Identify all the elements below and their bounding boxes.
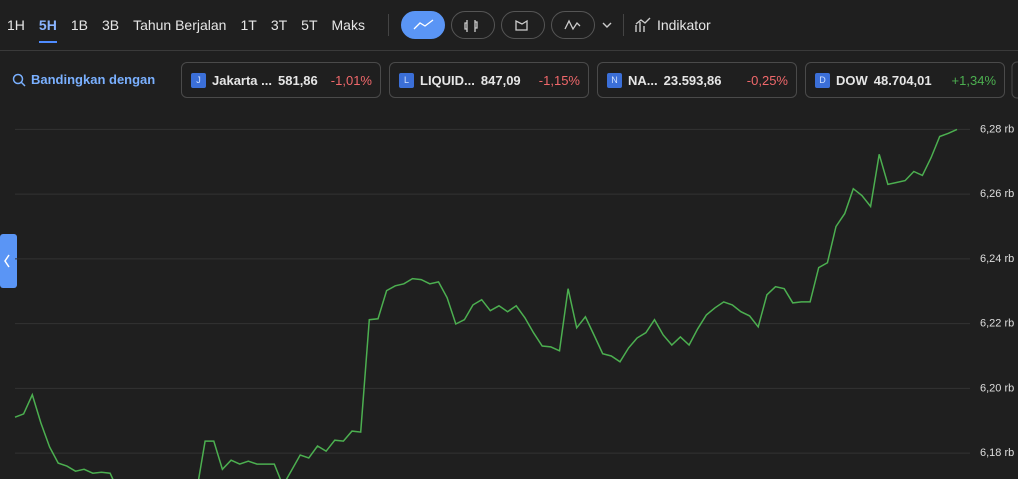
side-tab[interactable] bbox=[0, 234, 17, 288]
item-change: -1,01% bbox=[330, 72, 372, 88]
chart-type-button[interactable] bbox=[450, 11, 495, 39]
badge: L bbox=[399, 72, 414, 88]
compare-more[interactable] bbox=[1011, 61, 1018, 99]
indicator-icon bbox=[635, 17, 651, 32]
tab-arrow bbox=[4, 254, 10, 268]
compare-item[interactable]: D DOW 48.704,01 +1,34% bbox=[805, 62, 1005, 98]
icon bbox=[464, 20, 478, 32]
icon bbox=[564, 19, 581, 31]
y-tick-label: 6,24 rb bbox=[980, 253, 1014, 265]
y-tick-label: 6,18 rb bbox=[980, 447, 1014, 459]
item-name: DOW bbox=[836, 72, 868, 88]
compare-label: Bandingkan dengan bbox=[31, 72, 156, 87]
badge: N bbox=[607, 72, 622, 88]
search-icon bbox=[12, 73, 26, 87]
compare-item[interactable]: L LIQUID... 847,09 -1,15% bbox=[389, 62, 589, 98]
compare-bar: Bandingkan dengan J Jakarta ... 581,86 -1,0… bbox=[0, 62, 1018, 100]
toolbar: 1H 5H 1B 3B Tahun Berjalan 1T 3T 5T Maks Indikato… bbox=[0, 0, 1018, 51]
item-value: 23.593,86 bbox=[663, 72, 722, 88]
chart-type-button[interactable] bbox=[400, 11, 445, 39]
item-value: 48.704,01 bbox=[873, 72, 932, 88]
range-button[interactable]: 3T bbox=[270, 17, 288, 33]
icon bbox=[413, 19, 434, 30]
item-name: NA... bbox=[628, 72, 658, 88]
item-name: LIQUID... bbox=[420, 72, 475, 88]
chart-type-button[interactable] bbox=[550, 11, 595, 39]
y-tick-label: 6,20 rb bbox=[980, 382, 1014, 394]
badge: J bbox=[191, 72, 206, 88]
range-button[interactable]: 5H bbox=[38, 13, 57, 43]
item-change: -0,25% bbox=[746, 72, 788, 88]
indicator-button[interactable]: Indikator bbox=[656, 17, 711, 33]
y-tick-label: 6,28 rb bbox=[980, 123, 1014, 135]
item-change: -1,15% bbox=[538, 72, 580, 88]
range-button[interactable]: 1B bbox=[70, 17, 88, 33]
item-value: 581,86 bbox=[278, 72, 318, 88]
y-tick-label: 6,26 rb bbox=[980, 188, 1014, 200]
chart-type-button[interactable] bbox=[500, 11, 545, 39]
chevron[interactable] bbox=[601, 19, 613, 31]
item-name: Jakarta ... bbox=[212, 72, 272, 88]
compare-button[interactable]: Bandingkan dengan bbox=[12, 72, 155, 87]
y-tick-label: 6,22 rb bbox=[980, 318, 1014, 330]
range-button[interactable]: 5T bbox=[301, 17, 318, 33]
divider bbox=[622, 14, 624, 36]
badge: D bbox=[815, 72, 830, 88]
icon bbox=[515, 19, 528, 31]
item-change: +1,34% bbox=[951, 72, 996, 88]
item-value: 847,09 bbox=[480, 72, 521, 88]
compare-item[interactable]: J Jakarta ... 581,86 -1,01% bbox=[181, 62, 381, 98]
range-button[interactable]: Tahun Berjalan bbox=[133, 17, 227, 33]
range-button[interactable]: Maks bbox=[331, 17, 365, 33]
range-button[interactable]: 3B bbox=[101, 17, 120, 33]
price-line bbox=[14, 128, 958, 479]
divider bbox=[387, 14, 389, 36]
range-button[interactable]: 1T bbox=[240, 17, 257, 33]
compare-item[interactable]: N NA... 23.593,86 -0,25% bbox=[597, 62, 797, 98]
range-button[interactable]: 1H bbox=[7, 17, 25, 33]
